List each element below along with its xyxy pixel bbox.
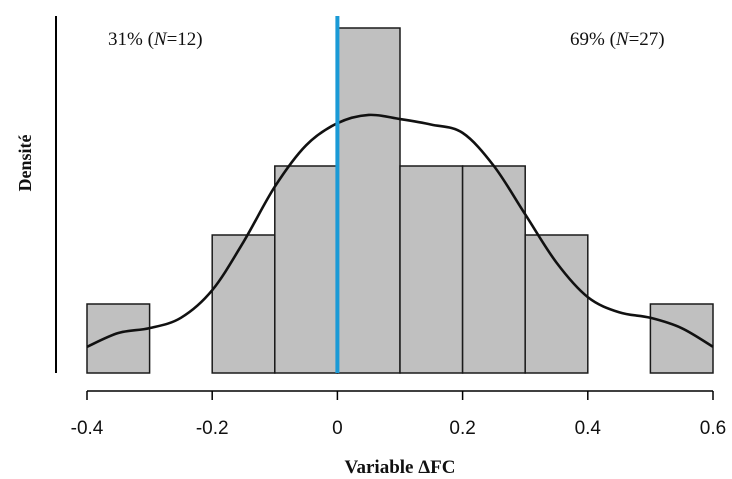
x-tick-label: -0.2	[196, 418, 229, 439]
x-tick-label: -0.4	[71, 418, 104, 439]
histogram-bar	[337, 28, 400, 373]
histogram-bar	[275, 166, 338, 373]
x-axis-ticks: -0.4 -0.2 0 0.2 0.4 0.6	[71, 391, 727, 439]
histogram-bars	[87, 28, 713, 373]
histogram-bar	[650, 304, 713, 373]
x-tick-label: 0.2	[449, 418, 475, 439]
histogram-bar	[525, 235, 588, 373]
histogram-bar	[212, 235, 275, 373]
x-tick-label: 0.6	[700, 418, 726, 439]
x-axis-label: Variable ΔFC	[345, 457, 456, 478]
histogram-bar	[87, 304, 150, 373]
y-axis-label: Densité	[15, 135, 35, 192]
x-tick-label: 0.4	[575, 418, 602, 439]
x-tick-label: 0	[332, 418, 343, 439]
annotation-left: 31% (N=12)	[108, 29, 203, 50]
annotation-right: 69% (N=27)	[570, 29, 665, 50]
histogram-bar	[400, 166, 463, 373]
